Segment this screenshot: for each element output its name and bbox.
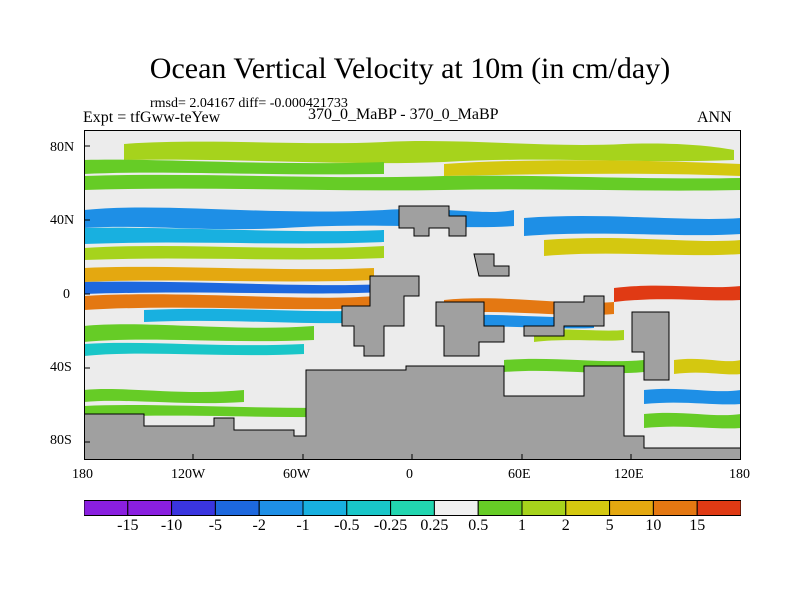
colorbar-box — [390, 500, 435, 516]
y-tick-40s: 40S — [50, 360, 72, 375]
land-antarctica — [84, 365, 741, 460]
colorbar-box — [302, 500, 348, 516]
colorbar-box — [652, 500, 698, 516]
land-australia — [631, 311, 670, 381]
rmsd-diff-stats: rmsd= 2.04167 diff= -0.000421733 — [150, 96, 348, 111]
land-south-america — [341, 275, 420, 357]
colorbar-label: 1 — [518, 517, 526, 534]
colorbar-label: -10 — [160, 517, 183, 534]
x-tick-180w: 180 — [72, 467, 93, 482]
colorbar-box — [433, 500, 479, 516]
colorbar-box — [609, 500, 654, 516]
colorbar-box — [346, 500, 392, 516]
colorbar-label: 0.5 — [468, 517, 489, 534]
colorbar-box — [214, 500, 260, 516]
colorbar-box — [258, 500, 304, 516]
colorbar-label: -5 — [208, 517, 223, 534]
x-tick-60e: 60E — [508, 467, 531, 482]
experiment-label: Expt = tfGww-teYew — [83, 109, 221, 126]
colorbar-box — [696, 500, 741, 516]
map-tick-marks — [84, 145, 632, 460]
colorbar-label: 15 — [689, 517, 706, 534]
land-north-atlantic — [398, 205, 467, 237]
colorbar-label: 5 — [605, 517, 614, 534]
land-africa — [435, 301, 505, 357]
colorbar-label: -0.5 — [334, 517, 360, 534]
colorbar-box — [127, 500, 173, 516]
land-masks — [84, 205, 741, 460]
colorbar-label: 10 — [645, 517, 662, 534]
x-tick-180e: 180 — [729, 467, 750, 482]
colorbar-label: -1 — [296, 517, 310, 534]
case-label: 370_0_MaBP - 370_0_MaBP — [308, 106, 499, 123]
colorbar-label: 0.25 — [420, 517, 449, 534]
land-arabia — [473, 253, 510, 277]
colorbar-box — [565, 500, 611, 516]
y-tick-80s: 80S — [50, 433, 72, 448]
season-label: ANN — [697, 109, 732, 126]
x-tick-0: 0 — [406, 467, 413, 482]
colorbar-label: -15 — [117, 517, 139, 534]
y-tick-40n: 40N — [50, 213, 75, 228]
colorbar — [84, 500, 741, 516]
plot-title: Ocean Vertical Velocity at 10m (in cm/da… — [149, 52, 671, 85]
colorbar-label: -2 — [252, 517, 266, 534]
colorbar-label: 2 — [561, 517, 570, 534]
x-tick-60w: 60W — [283, 467, 311, 482]
colorbar-box — [84, 500, 129, 516]
vertical-velocity-map — [84, 130, 741, 460]
colorbar-label: -0.25 — [373, 517, 408, 534]
colorbar-box — [521, 500, 567, 516]
colorbar-box — [477, 500, 523, 516]
y-tick-0: 0 — [63, 287, 70, 302]
colorbar-box — [171, 500, 216, 516]
land-maritime-continent — [523, 295, 605, 337]
y-tick-80n: 80N — [50, 140, 75, 155]
x-tick-120w: 120W — [171, 467, 206, 482]
x-tick-120e: 120E — [614, 467, 644, 482]
